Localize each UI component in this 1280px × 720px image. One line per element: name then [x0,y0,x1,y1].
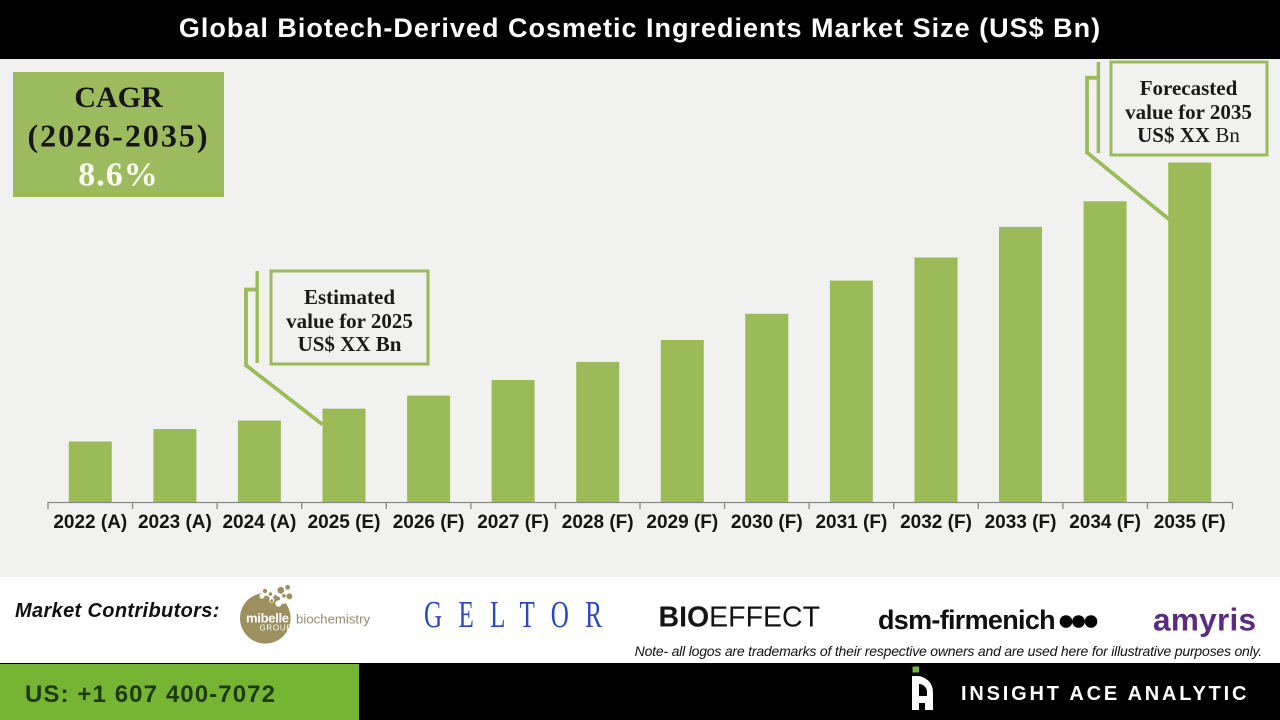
svg-text:BIOEFFECT: BIOEFFECT [659,602,821,634]
svg-text:2023 (A): 2023 (A) [138,512,212,533]
svg-text:2027 (F): 2027 (F) [477,512,549,533]
svg-text:US$ XX Bn: US$ XX Bn [298,332,402,356]
svg-text:2031 (F): 2031 (F) [815,512,887,533]
svg-text:value for 2025: value for 2025 [286,309,413,333]
svg-text:2034 (F): 2034 (F) [1069,512,1141,533]
svg-text:2022 (A): 2022 (A) [53,512,127,533]
svg-text:2029 (F): 2029 (F) [646,512,718,533]
svg-text:2035 (F): 2035 (F) [1154,512,1226,533]
svg-text:value for 2035: value for 2035 [1125,100,1252,124]
svg-text:GROUP: GROUP [260,624,293,633]
svg-text:biochemistry: biochemistry [296,611,371,626]
svg-text:US$ XX Bn: US$ XX Bn [1137,123,1240,147]
svg-text:2033 (F): 2033 (F) [985,512,1057,533]
svg-text:2024 (A): 2024 (A) [222,512,296,533]
svg-text:Note- all logos are trademarks: Note- all logos are trademarks of their … [635,643,1262,659]
svg-text:2026 (F): 2026 (F) [393,512,465,533]
svg-text:Market Contributors:: Market Contributors: [15,600,220,622]
svg-text:2025 (E): 2025 (E) [308,512,381,533]
svg-text:Forecasted: Forecasted [1140,76,1238,100]
svg-text:GELTOR: GELTOR [424,593,618,635]
svg-text:amyris: amyris [1153,602,1256,638]
svg-text:2028 (F): 2028 (F) [562,512,634,533]
svg-text:mibelle: mibelle [246,611,289,626]
svg-text:(2026-2035): (2026-2035) [28,118,210,154]
svg-text:dsm-firmenich: dsm-firmenich [878,605,1055,635]
svg-text:8.6%: 8.6% [78,157,159,194]
svg-text:2030 (F): 2030 (F) [731,512,803,533]
svg-text:CAGR: CAGR [74,81,163,114]
svg-text:2032 (F): 2032 (F) [900,512,972,533]
svg-text:Estimated: Estimated [304,285,395,309]
